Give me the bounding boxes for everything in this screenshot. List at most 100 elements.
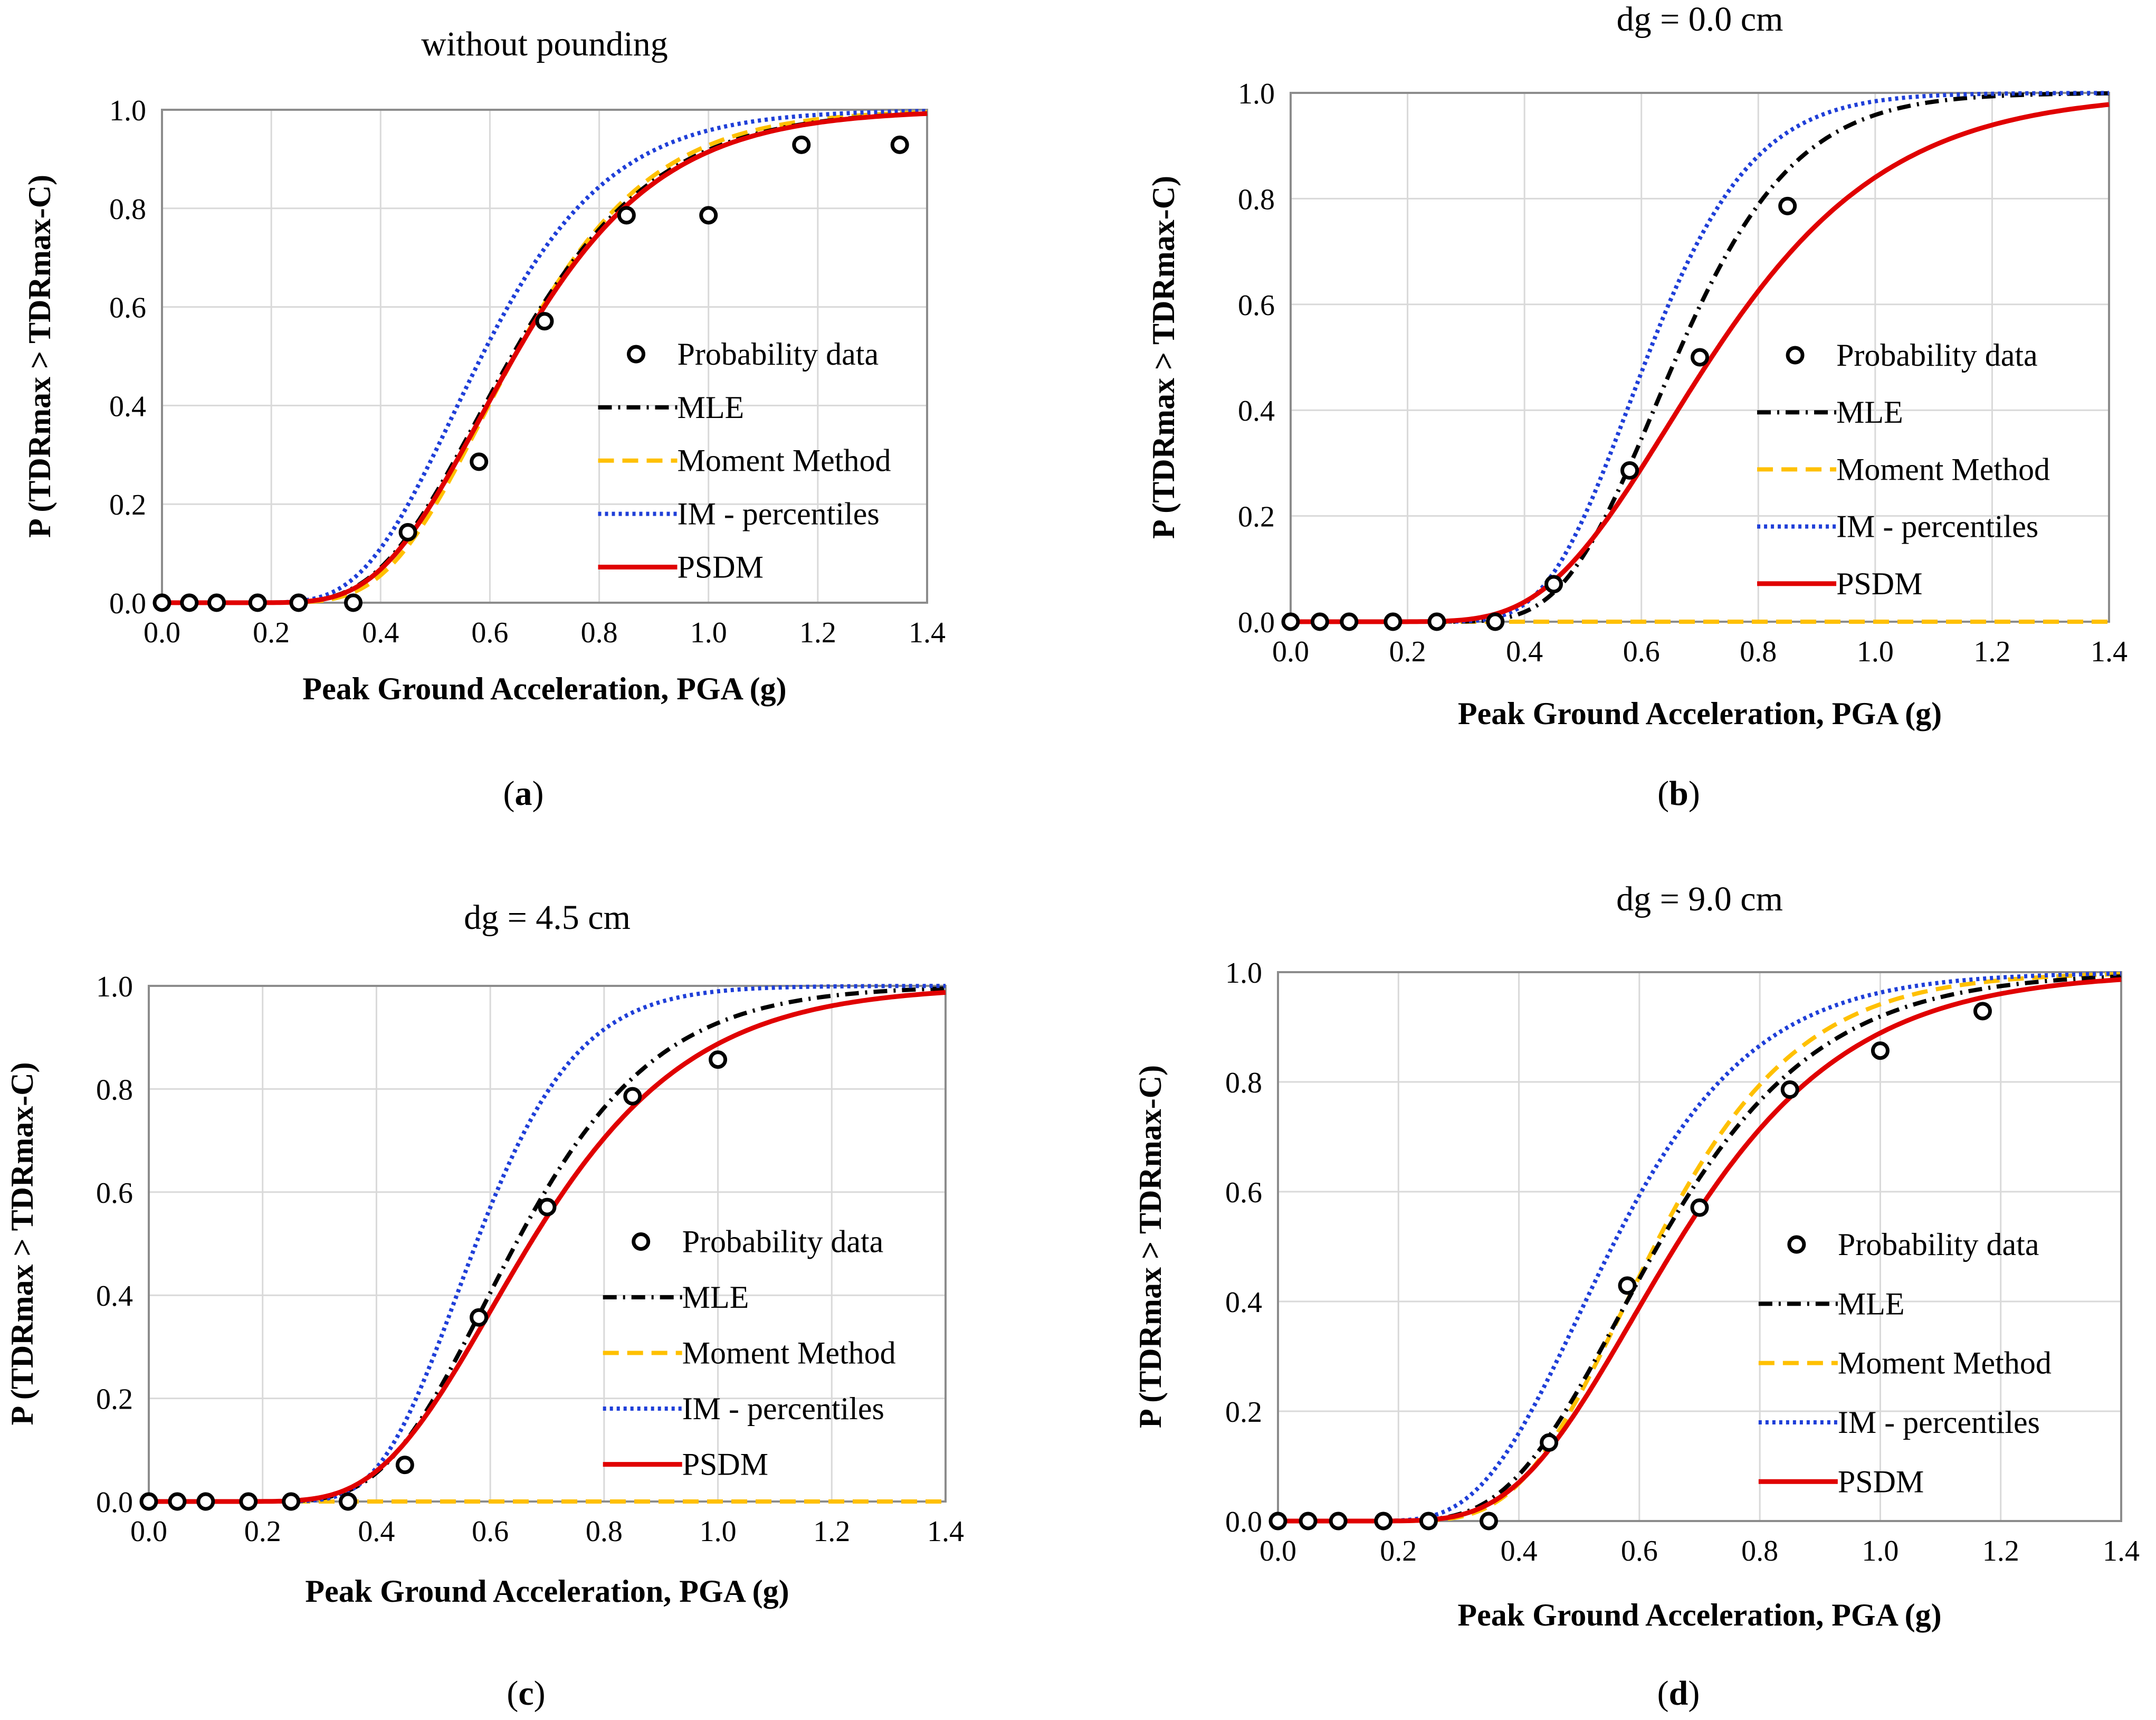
- data-point: [1340, 612, 1359, 631]
- data-point: [248, 593, 267, 612]
- legend: Probability data MLE Moment Method IM - per…: [1758, 1227, 2052, 1499]
- legend-label: Moment Method: [682, 1336, 896, 1371]
- x-tick-label: 1.0: [1857, 635, 1894, 668]
- legend: Probability data MLE Moment Method IM - per…: [1757, 338, 2050, 601]
- x-tick-label: 1.0: [1862, 1535, 1899, 1567]
- legend-marker-probability-data: [1787, 1235, 1806, 1254]
- data-point: [1281, 612, 1300, 631]
- series-line-moment-method: [1278, 972, 2122, 1523]
- x-tick-label: 0.0: [1260, 1535, 1296, 1567]
- series-line-psdm: [149, 990, 946, 1504]
- data-point: [339, 1492, 357, 1511]
- probability-data-points: [1281, 196, 1797, 631]
- data-point: [344, 593, 362, 612]
- data-point: [1268, 1512, 1287, 1531]
- data-point: [1544, 575, 1563, 594]
- chart-title: without pounding: [421, 25, 668, 63]
- y-tick-label: 0.2: [1238, 501, 1275, 534]
- y-axis-label: P (TDRmax > TDRmax-C): [22, 175, 57, 538]
- y-tick-label: 0.2: [109, 489, 146, 521]
- x-tick-label: 0.8: [581, 616, 618, 649]
- y-tick-label: 0.0: [96, 1486, 133, 1519]
- legend-item: Probability data: [1787, 1227, 2039, 1262]
- x-axis-label: Peak Ground Acceleration, PGA (g): [1458, 696, 1942, 731]
- x-tick-label: 1.0: [690, 616, 727, 649]
- y-axis-label: P (TDRmax > TDRmax-C): [5, 1062, 40, 1425]
- legend-label: Moment Method: [1836, 452, 2050, 487]
- data-point: [196, 1492, 215, 1511]
- legend-label: Probability data: [1836, 338, 2038, 373]
- legend-label: PSDM: [1836, 566, 1922, 601]
- legend-item: PSDM: [603, 1447, 768, 1482]
- data-point: [709, 1050, 728, 1069]
- y-tick-label: 0.0: [1225, 1506, 1262, 1538]
- y-tick-label: 0.4: [96, 1280, 133, 1313]
- x-tick-label: 1.0: [700, 1515, 737, 1548]
- data-point: [395, 1456, 414, 1475]
- data-point: [1540, 1433, 1559, 1452]
- panel-letter: b: [1669, 774, 1688, 813]
- probability-data-points: [1268, 1002, 1992, 1531]
- data-point: [1871, 1041, 1890, 1060]
- data-point: [1299, 1512, 1318, 1531]
- legend-label: MLE: [1836, 395, 1903, 430]
- x-tick-label: 0.2: [244, 1515, 281, 1548]
- y-tick-label: 0.2: [1225, 1396, 1262, 1429]
- legend-item: Moment Method: [1758, 1346, 2052, 1381]
- chart-title: dg = 4.5 cm: [464, 898, 631, 937]
- panel-letter: d: [1669, 1674, 1688, 1713]
- y-axis-label: P (TDRmax > TDRmax-C): [1133, 1065, 1168, 1428]
- y-tick-label: 0.0: [109, 587, 146, 620]
- legend-label: PSDM: [678, 549, 764, 584]
- legend-item: IM - percentiles: [1757, 509, 2038, 544]
- legend-label: Probability data: [1838, 1227, 2039, 1262]
- legend: Probability data MLE Moment Method IM - per…: [598, 337, 891, 584]
- y-tick-label: 0.6: [96, 1177, 133, 1210]
- legend-item: PSDM: [1758, 1464, 1924, 1499]
- data-point: [617, 206, 636, 225]
- series-line-mle: [1278, 974, 2122, 1523]
- data-point: [623, 1087, 642, 1106]
- x-tick-label: 0.4: [358, 1515, 395, 1548]
- plot-area-frame: [1277, 971, 2122, 1522]
- data-point: [207, 593, 226, 612]
- data-point: [1618, 1276, 1637, 1295]
- legend-label: IM - percentiles: [1838, 1405, 2040, 1440]
- legend-label: IM - percentiles: [682, 1391, 884, 1426]
- x-tick-label: 0.0: [1272, 635, 1309, 668]
- series-line-im-percentiles: [1291, 91, 2109, 624]
- data-point: [289, 593, 308, 612]
- data-point: [398, 522, 417, 541]
- x-tick-label: 0.6: [472, 1515, 509, 1548]
- legend-marker-probability-data: [627, 345, 645, 364]
- x-tick-label: 0.6: [1621, 1535, 1658, 1567]
- data-point: [1419, 1512, 1438, 1531]
- x-tick-label: 0.4: [1506, 635, 1543, 668]
- legend-item: PSDM: [598, 549, 764, 584]
- legend-label: PSDM: [1838, 1464, 1924, 1499]
- x-tick-label: 0.2: [253, 616, 290, 649]
- data-point: [470, 452, 489, 471]
- panel-label: (a): [503, 774, 544, 813]
- x-tick-label: 0.2: [1380, 1535, 1417, 1567]
- y-tick-label: 1.0: [109, 94, 146, 127]
- y-tick-label: 1.0: [96, 971, 133, 1003]
- x-tick-label: 1.4: [2103, 1535, 2140, 1567]
- x-axis-label: Peak Ground Acceleration, PGA (g): [1457, 1598, 1941, 1632]
- y-tick-label: 0.6: [109, 292, 146, 325]
- legend-item: Probability data: [632, 1224, 883, 1259]
- panel-label: (d): [1657, 1674, 1700, 1713]
- series-line-im-percentiles: [162, 109, 928, 605]
- chart-c: dg = 4.5 cm 0.0 0.2 0.4 0.6 0.8 1.0 1.2 1.4 0.0 0.…: [5, 898, 964, 1713]
- legend-item: IM - percentiles: [598, 497, 880, 531]
- legend-label: MLE: [682, 1280, 749, 1315]
- legend-item: PSDM: [1757, 566, 1922, 601]
- x-tick-label: 0.8: [1741, 1535, 1778, 1567]
- data-point: [168, 1492, 187, 1511]
- x-tick-label: 0.0: [144, 616, 180, 649]
- x-tick-label: 1.2: [1982, 1535, 2019, 1567]
- data-point: [1310, 612, 1329, 631]
- y-tick-label: 0.2: [96, 1383, 133, 1416]
- x-tick-label: 0.4: [1501, 1535, 1538, 1567]
